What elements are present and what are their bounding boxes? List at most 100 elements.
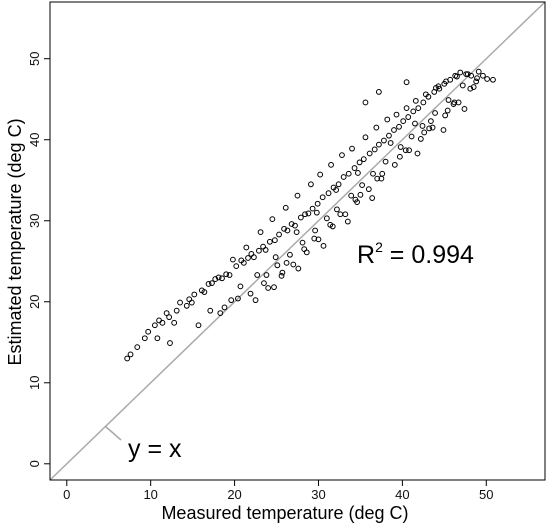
data-point (365, 186, 372, 193)
data-point (352, 196, 359, 203)
data-point (269, 216, 276, 223)
data-point (451, 99, 458, 106)
data-point (412, 97, 419, 104)
data-point (373, 124, 380, 131)
identity-line (49, 1, 546, 481)
data-point (233, 263, 240, 270)
data-point (403, 105, 410, 112)
data-point (414, 150, 421, 157)
data-point (261, 280, 267, 287)
data-point (217, 310, 224, 317)
data-point (212, 276, 219, 282)
data-point (167, 340, 173, 346)
data-point (163, 310, 170, 317)
data-point (371, 146, 378, 153)
data-point (475, 68, 482, 75)
data-point (396, 153, 403, 160)
data-point (470, 84, 477, 90)
data-point (375, 141, 382, 148)
data-point (370, 170, 376, 177)
data-point (308, 181, 314, 188)
data-point (369, 195, 376, 201)
data-point (463, 71, 470, 78)
data-point (301, 246, 308, 253)
data-point (141, 335, 148, 342)
x-tick-label: 30 (311, 487, 325, 502)
data-point (302, 211, 308, 218)
data-point (230, 256, 236, 263)
data-point (183, 302, 190, 309)
data-points (124, 68, 496, 362)
data-point (422, 91, 429, 98)
data-point (387, 140, 394, 146)
data-point (349, 145, 355, 152)
data-point (351, 165, 358, 171)
data-point (279, 269, 286, 276)
data-point (134, 344, 141, 351)
r-squared-value: = 0.994 (383, 241, 474, 269)
y-tick-label: 0 (27, 460, 42, 467)
data-point (340, 174, 347, 180)
data-point (397, 144, 404, 150)
data-point (177, 299, 183, 306)
data-point (299, 239, 306, 246)
reference-line-layer (49, 1, 546, 481)
data-point (391, 161, 398, 168)
data-point (445, 97, 452, 103)
data-point (257, 229, 264, 235)
data-point (417, 136, 424, 142)
data-point (159, 319, 166, 326)
data-point (293, 229, 300, 235)
data-point (403, 79, 410, 86)
data-point (314, 200, 321, 207)
data-point (173, 307, 180, 314)
data-point (461, 106, 468, 112)
data-point (240, 259, 247, 266)
y-tick-label: 10 (27, 376, 42, 390)
y-axis-ticks: 0 10 20 30 40 50 (27, 51, 50, 467)
data-point (440, 127, 447, 133)
y-tick-label: 40 (27, 132, 42, 146)
data-point (356, 159, 363, 166)
data-point (435, 83, 442, 90)
data-point (205, 281, 212, 287)
data-point (263, 272, 270, 278)
data-point (124, 355, 131, 362)
data-point (247, 290, 254, 297)
data-point (362, 134, 369, 141)
x-axis-ticks: 0 10 20 30 40 50 (63, 480, 494, 502)
data-point (278, 272, 285, 279)
data-point (215, 274, 222, 281)
x-tick-label: 10 (143, 487, 157, 502)
data-point (345, 170, 352, 177)
data-point (337, 211, 344, 218)
data-point (339, 152, 345, 159)
data-point (400, 118, 407, 124)
data-point (266, 238, 273, 245)
data-point (223, 271, 230, 278)
data-point (207, 307, 214, 314)
data-point (312, 227, 319, 234)
data-point (283, 259, 290, 266)
x-tick-label: 0 (63, 487, 70, 502)
data-point (480, 72, 486, 79)
identity-line-label: y = x (128, 435, 182, 463)
x-tick-label: 20 (227, 487, 241, 502)
data-point (250, 254, 257, 261)
data-point (384, 116, 391, 123)
data-point (405, 114, 412, 120)
data-point (408, 133, 415, 140)
data-point (191, 291, 198, 298)
data-point (402, 147, 409, 154)
data-point (355, 170, 361, 176)
data-point (391, 127, 397, 133)
data-point (484, 76, 491, 82)
data-point (454, 73, 460, 80)
data-point (127, 351, 134, 358)
data-point (412, 120, 418, 127)
data-point (209, 280, 215, 287)
y-axis-label: Estimated temperature (deg C) (5, 118, 25, 365)
r-squared-symbol: R (357, 241, 375, 269)
data-point (327, 221, 334, 228)
data-point (360, 156, 367, 163)
